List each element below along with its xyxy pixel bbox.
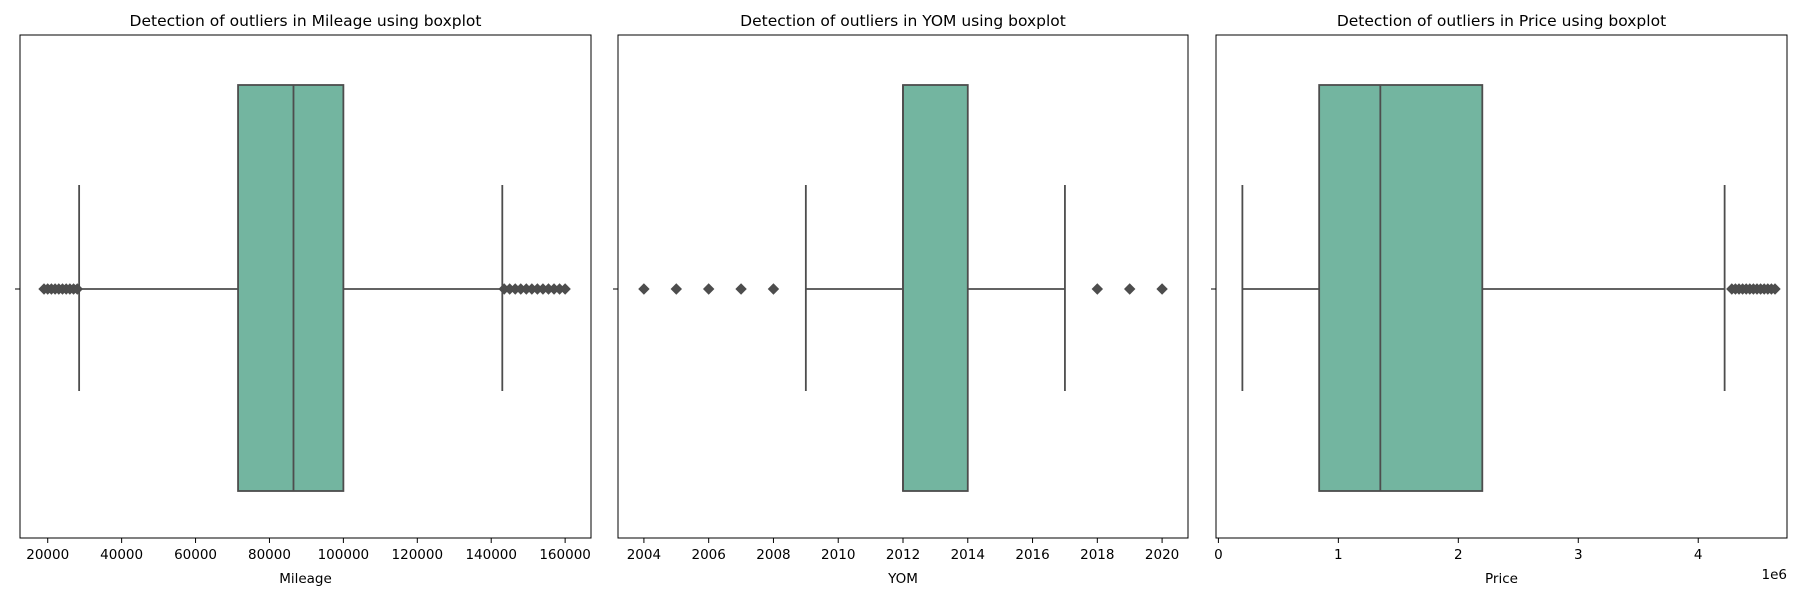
outlier-point [767, 283, 780, 295]
x-tick-label: 2006 [692, 547, 726, 563]
subplot-title: Detection of outliers in Mileage using b… [130, 12, 482, 30]
x-tick-label: 20000 [26, 547, 69, 563]
x-tick-label: 140000 [465, 547, 517, 563]
x-tick-label: 2020 [1145, 547, 1179, 563]
outlier-point [735, 283, 747, 295]
subplot-price: Detection of outliers in Price using box… [1211, 12, 1788, 587]
outlier-point [559, 283, 571, 295]
plot-frame [1215, 34, 1788, 539]
outlier-point [71, 283, 83, 295]
x-tick-label: 2012 [886, 547, 920, 563]
x-tick-label: 2014 [951, 547, 985, 563]
x-tick-label: 2008 [756, 547, 790, 563]
x-tick-label: 2 [1454, 547, 1463, 563]
x-tick-label: 80000 [248, 547, 291, 563]
x-tick-label: 3 [1574, 547, 1583, 563]
x-tick-label: 2016 [1015, 547, 1049, 563]
x-axis-label: Mileage [279, 571, 332, 587]
box-iqr [237, 84, 345, 492]
x-tick-label: 2018 [1080, 547, 1114, 563]
box-iqr [1318, 84, 1484, 492]
outlier-point [1091, 283, 1104, 295]
x-tick-label: 2004 [627, 547, 661, 563]
box-iqr [902, 84, 969, 492]
plot-frame [19, 34, 592, 539]
x-tick-label: 100000 [318, 547, 370, 563]
outlier-point [1123, 283, 1136, 295]
outlier-point [638, 283, 650, 295]
x-tick-label: 0 [1214, 547, 1223, 563]
subplot-title: Detection of outliers in Price using box… [1337, 12, 1666, 30]
outlier-point [702, 283, 715, 295]
x-axis-label: YOM [887, 571, 918, 587]
outlier-point [1156, 283, 1168, 295]
outlier-point [1769, 283, 1781, 295]
subplot-yom: Detection of outliers in YOM using boxpl… [613, 12, 1189, 587]
subplot-title: Detection of outliers in YOM using boxpl… [740, 12, 1066, 30]
x-tick-label: 1 [1334, 547, 1343, 563]
x-tick-label: 40000 [100, 547, 143, 563]
x-tick-label: 2010 [821, 547, 855, 563]
x-tick-label: 120000 [392, 547, 444, 563]
subplot-mileage: Detection of outliers in Mileage using b… [15, 12, 592, 587]
x-tick-label: 60000 [174, 547, 217, 563]
outlier-point [670, 283, 683, 295]
x-axis-offset-label: 1e6 [1762, 567, 1787, 583]
x-tick-label: 160000 [539, 547, 591, 563]
x-axis-label: Price [1485, 571, 1518, 587]
x-tick-label: 4 [1694, 547, 1703, 563]
